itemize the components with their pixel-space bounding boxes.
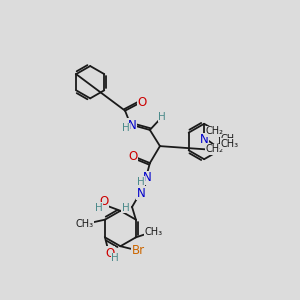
Text: N: N xyxy=(128,119,136,132)
Text: CH₃: CH₃ xyxy=(220,134,239,144)
Text: N: N xyxy=(137,187,146,200)
Text: H: H xyxy=(95,203,103,213)
Text: CH₃: CH₃ xyxy=(76,219,94,229)
Text: CH₂: CH₂ xyxy=(206,144,224,154)
Text: H: H xyxy=(158,112,166,122)
Text: H: H xyxy=(122,203,130,213)
Text: O: O xyxy=(128,150,137,164)
Text: Br: Br xyxy=(132,244,145,256)
Text: N: N xyxy=(200,134,208,146)
Text: O: O xyxy=(100,195,109,208)
Text: O: O xyxy=(137,96,147,109)
Text: N: N xyxy=(143,171,152,184)
Text: H: H xyxy=(122,123,130,134)
Text: CH₂: CH₂ xyxy=(206,127,224,136)
Text: H: H xyxy=(137,176,145,187)
Text: O: O xyxy=(105,247,114,260)
Text: H: H xyxy=(111,253,119,263)
Text: CH₃: CH₃ xyxy=(220,139,239,149)
Text: CH₃: CH₃ xyxy=(145,227,163,237)
